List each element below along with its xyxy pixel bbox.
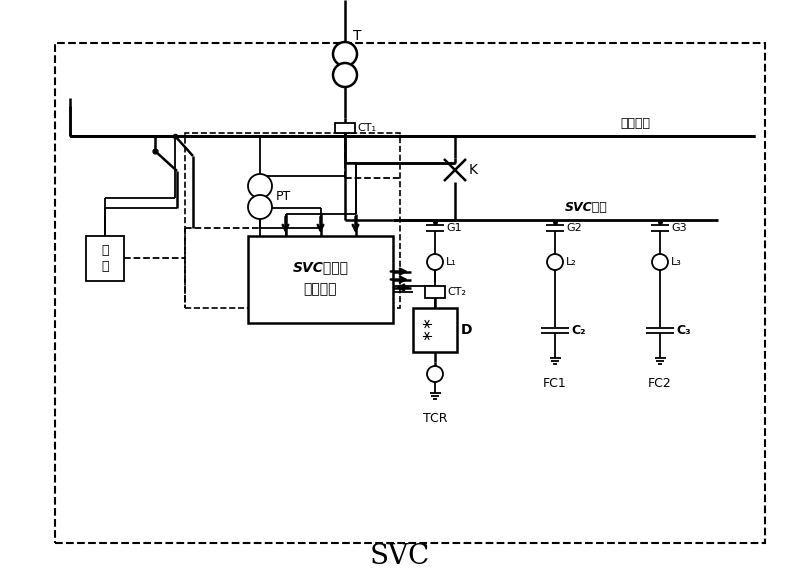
Circle shape <box>652 254 668 270</box>
Text: PT: PT <box>276 190 291 203</box>
Text: L₂: L₂ <box>566 257 577 267</box>
Circle shape <box>547 254 563 270</box>
Circle shape <box>427 254 443 270</box>
Text: 荷: 荷 <box>102 259 109 272</box>
Bar <box>335 123 355 133</box>
Text: G2: G2 <box>566 223 582 233</box>
Bar <box>86 236 124 280</box>
Text: 控制系统: 控制系统 <box>304 282 338 296</box>
Text: CT₁: CT₁ <box>357 123 376 133</box>
Circle shape <box>333 63 357 87</box>
Text: C₃: C₃ <box>676 323 690 336</box>
Circle shape <box>248 195 272 219</box>
Circle shape <box>427 366 443 382</box>
Circle shape <box>333 42 357 66</box>
Bar <box>55 43 765 543</box>
Text: T: T <box>353 29 362 43</box>
Text: TCR: TCR <box>422 412 447 425</box>
Text: L₃: L₃ <box>671 257 682 267</box>
Text: D: D <box>461 323 473 337</box>
Text: SVC: SVC <box>370 543 430 570</box>
Text: CT₂: CT₂ <box>447 287 466 297</box>
Text: G3: G3 <box>671 223 686 233</box>
Circle shape <box>248 174 272 198</box>
Bar <box>413 308 457 352</box>
Text: C₂: C₂ <box>571 323 586 336</box>
Text: L₁: L₁ <box>446 257 457 267</box>
Text: 负: 负 <box>102 243 109 256</box>
Bar <box>185 133 400 308</box>
Text: 单相母线: 单相母线 <box>620 117 650 130</box>
Text: FC1: FC1 <box>543 377 567 390</box>
Bar <box>425 286 445 298</box>
Text: SVC全数字: SVC全数字 <box>293 260 349 275</box>
Bar <box>248 236 393 323</box>
Text: G1: G1 <box>446 223 462 233</box>
Text: FC2: FC2 <box>648 377 672 390</box>
Text: SVC母线: SVC母线 <box>565 201 608 214</box>
Text: K: K <box>469 163 478 177</box>
